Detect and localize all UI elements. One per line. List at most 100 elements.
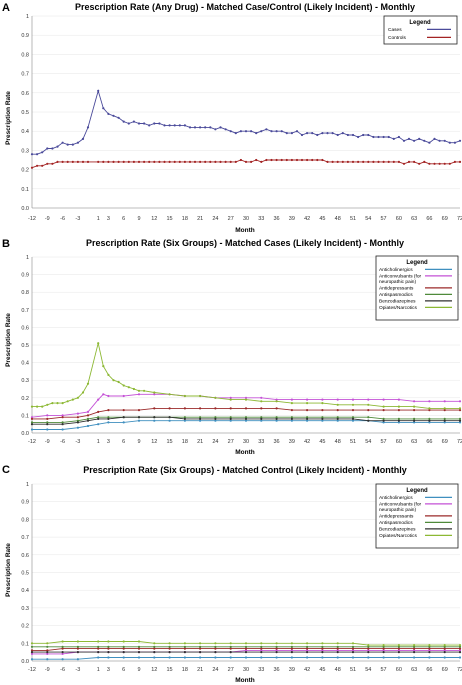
data-point	[168, 645, 171, 648]
data-point	[143, 160, 146, 163]
data-point	[321, 642, 324, 645]
data-point	[46, 658, 49, 661]
data-point	[336, 416, 339, 419]
data-point	[260, 642, 263, 645]
data-point	[46, 403, 49, 406]
data-point	[214, 647, 217, 650]
y-tick-label: 0.1	[21, 413, 29, 419]
data-point	[178, 160, 181, 163]
data-point	[173, 160, 176, 163]
data-point	[76, 426, 79, 429]
data-point	[199, 651, 202, 654]
data-point	[199, 417, 202, 420]
x-tick-label: 39	[289, 216, 295, 222]
data-point	[290, 158, 293, 162]
data-point	[183, 419, 186, 422]
data-point	[413, 644, 416, 647]
data-point	[168, 393, 171, 396]
data-point	[112, 160, 115, 163]
data-point	[367, 403, 370, 406]
data-point	[413, 409, 416, 412]
data-point	[153, 122, 156, 125]
data-point	[458, 160, 462, 163]
data-point	[453, 141, 456, 144]
data-point	[122, 651, 125, 654]
data-point	[443, 400, 446, 403]
data-point	[183, 160, 186, 163]
data-point	[428, 645, 431, 648]
data-point	[76, 647, 79, 650]
data-point	[331, 132, 334, 135]
panel-letter: B	[2, 238, 10, 250]
data-point	[244, 649, 248, 652]
data-point	[61, 402, 64, 405]
data-point	[214, 651, 217, 654]
data-point	[260, 400, 263, 403]
legend-label: Anticonvulsants (for neuropathic pain)	[379, 502, 422, 514]
data-point	[214, 645, 217, 648]
x-tick-label: -6	[60, 667, 65, 673]
data-point	[428, 644, 431, 647]
legend-label: Cases	[388, 27, 402, 33]
data-point	[122, 645, 125, 648]
data-point	[260, 396, 263, 399]
data-point	[285, 158, 288, 162]
data-point	[214, 416, 217, 419]
y-tick-label: 0.5	[21, 110, 29, 116]
data-point	[458, 409, 462, 412]
data-point	[275, 649, 278, 652]
data-point	[326, 160, 329, 163]
data-point	[260, 651, 263, 654]
data-point	[377, 160, 380, 163]
data-point	[183, 647, 186, 650]
data-point	[61, 645, 64, 648]
data-point	[280, 130, 283, 133]
data-point	[321, 651, 324, 654]
series-line	[32, 420, 460, 430]
data-point	[331, 160, 334, 163]
data-point	[244, 396, 248, 399]
data-point	[306, 398, 309, 401]
data-point	[153, 647, 156, 650]
data-point	[351, 398, 355, 401]
data-point	[423, 139, 426, 142]
data-point	[122, 647, 125, 650]
data-point	[351, 642, 355, 645]
data-point	[275, 417, 278, 420]
data-point	[81, 137, 85, 140]
data-point	[351, 647, 355, 650]
x-tick-label: 66	[426, 439, 432, 445]
data-point	[30, 416, 34, 419]
x-tick-label: -12	[28, 439, 36, 445]
data-point	[290, 417, 293, 420]
data-point	[260, 649, 263, 652]
data-point	[137, 160, 141, 163]
y-tick-label: 0.6	[21, 553, 29, 559]
data-point	[321, 645, 324, 648]
data-point	[336, 656, 339, 659]
data-point	[86, 414, 90, 417]
data-point	[188, 126, 192, 129]
y-tick-label: 0.0	[21, 659, 29, 665]
data-point	[382, 417, 385, 420]
data-point	[275, 656, 278, 659]
data-point	[275, 398, 278, 401]
data-point	[66, 143, 69, 146]
data-point	[321, 649, 324, 652]
data-point	[244, 160, 248, 163]
y-tick-label: 0.7	[21, 308, 29, 314]
series-line	[32, 416, 460, 425]
data-point	[443, 421, 446, 424]
data-point	[397, 645, 400, 648]
x-tick-label: 30	[243, 216, 249, 222]
data-point	[458, 419, 462, 422]
data-point	[137, 416, 141, 419]
data-point	[275, 416, 278, 419]
data-point	[397, 644, 400, 647]
data-point	[229, 407, 232, 410]
data-point	[97, 656, 100, 659]
data-point	[199, 407, 202, 410]
data-point	[41, 164, 44, 167]
data-point	[76, 419, 79, 422]
